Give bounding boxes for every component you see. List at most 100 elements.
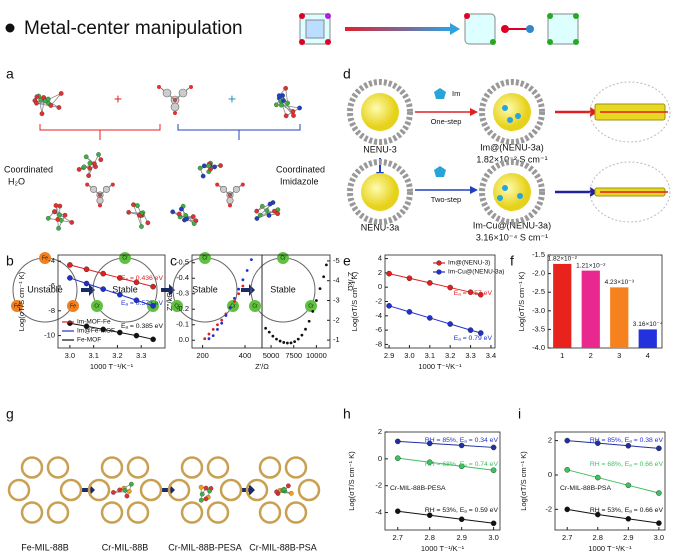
- point: [467, 327, 474, 333]
- atom: [178, 206, 184, 212]
- framework-ring: [126, 456, 150, 479]
- label: 3.16×10⁻⁴ S cm⁻¹: [476, 232, 548, 242]
- y-tick-label: 0: [378, 282, 382, 291]
- y-tick-label: -2: [545, 504, 552, 513]
- y2-axis-label: Z''/kΩ: [346, 272, 355, 291]
- y-tick-label: -3.5: [532, 324, 545, 333]
- cage-sphere: [493, 173, 531, 211]
- y-tick-label: -2: [375, 481, 382, 490]
- x-tick-label: 2.8: [593, 533, 603, 542]
- framework-ring: [46, 501, 70, 524]
- atom-label: Cr: [174, 303, 180, 309]
- atom-label: Cr: [122, 255, 128, 261]
- framework-ring: [258, 501, 282, 524]
- annotation: Cr-MIL-88B-PESA: [390, 485, 446, 492]
- point: [207, 337, 211, 341]
- point: [406, 309, 413, 315]
- x-tick-label: 3.3: [136, 351, 146, 360]
- arrow-head: [590, 187, 598, 197]
- x-tick-label: 3: [617, 351, 621, 360]
- label: NENU-3a: [361, 222, 400, 232]
- y-axis-label: Z''/kΩ: [165, 292, 174, 311]
- y-tick-label: -8: [375, 339, 382, 348]
- arrow-head: [89, 284, 95, 296]
- y-tick-label: -6: [48, 281, 55, 290]
- point: [67, 262, 73, 268]
- atom: [275, 211, 281, 217]
- point: [207, 332, 211, 336]
- point: [282, 341, 286, 344]
- x-tick-label: 2.7: [393, 533, 403, 542]
- y-tick-label: -10: [44, 331, 55, 340]
- point: [426, 459, 433, 466]
- atom: [290, 109, 296, 114]
- point: [625, 482, 632, 489]
- atom: [131, 202, 136, 208]
- annotation: RH = 53%, Eₐ = 0.66 eV: [590, 507, 664, 514]
- series-line: [567, 469, 660, 494]
- point: [394, 508, 401, 515]
- framework-ring: [20, 501, 44, 524]
- atom: [207, 488, 212, 494]
- metal-node: [39, 252, 51, 264]
- atom: [281, 486, 287, 492]
- x-tick-label: 3.2: [445, 351, 455, 360]
- point: [324, 263, 328, 267]
- point: [447, 284, 453, 291]
- ring: [90, 185, 98, 193]
- legend-label: Im-Cu@(NENU-3a): [448, 269, 504, 276]
- bar: [581, 270, 600, 348]
- structure-name: Cr-MIL-88B: [102, 542, 149, 552]
- y-axis-label: Log(σT/S cm⁻¹ K): [519, 451, 528, 511]
- metal-node: [67, 300, 79, 312]
- framework-ring: [126, 501, 150, 524]
- atom-label: Fe: [42, 255, 48, 261]
- y-axis-label: Log(σT/S cm⁻¹ K): [350, 271, 359, 331]
- framework-ring: [167, 478, 191, 502]
- label: Im-Cu@(NENU-3a): [473, 220, 551, 230]
- structure-name: Fe-MIL-88B: [21, 542, 69, 552]
- x-tick-label: 7500: [285, 351, 302, 360]
- point: [427, 315, 433, 321]
- framework-ring: [206, 501, 230, 524]
- point: [220, 321, 224, 325]
- point: [293, 340, 297, 344]
- plus-sign: +: [228, 91, 236, 107]
- y-tick-label: -0.2: [176, 304, 189, 313]
- framework-ring: [297, 478, 321, 502]
- label: Coordinated: [276, 164, 325, 174]
- y-axis-label: Log(σT/S cm⁻¹ K): [517, 271, 526, 331]
- y-tick-label: -4: [375, 508, 382, 517]
- atom: [87, 165, 93, 171]
- x-tick-label: 2.9: [623, 533, 633, 542]
- guest: [515, 113, 521, 119]
- framework: [347, 79, 413, 145]
- y-axis-label: Log(σT/S cm⁻¹ K): [17, 271, 26, 331]
- x-tick-label: 3.2: [112, 351, 122, 360]
- point: [133, 279, 140, 286]
- y-tick-label: -4: [375, 311, 382, 320]
- point: [394, 438, 401, 445]
- framework-ring: [219, 478, 243, 502]
- point: [564, 467, 571, 473]
- legend-label: Im@Fe-MOF: [77, 328, 115, 335]
- series-line: [397, 440, 494, 448]
- atom: [201, 163, 207, 169]
- point: [100, 286, 106, 292]
- bracket: [177, 124, 301, 140]
- plot-frame: [261, 254, 331, 349]
- atom: [86, 173, 91, 178]
- x-tick-label: 2.9: [456, 533, 466, 542]
- atom: [203, 485, 209, 491]
- point: [224, 314, 228, 317]
- point: [594, 440, 601, 446]
- point: [211, 328, 215, 331]
- annotation: Eₐ = 0.385 eV: [121, 323, 163, 330]
- legend-label: Im@(NENU-3): [448, 260, 490, 267]
- bond: [54, 211, 72, 223]
- atom: [81, 164, 87, 170]
- bracket: [39, 124, 161, 140]
- framework-ring: [100, 501, 124, 524]
- atom: [257, 212, 263, 218]
- point: [245, 269, 249, 272]
